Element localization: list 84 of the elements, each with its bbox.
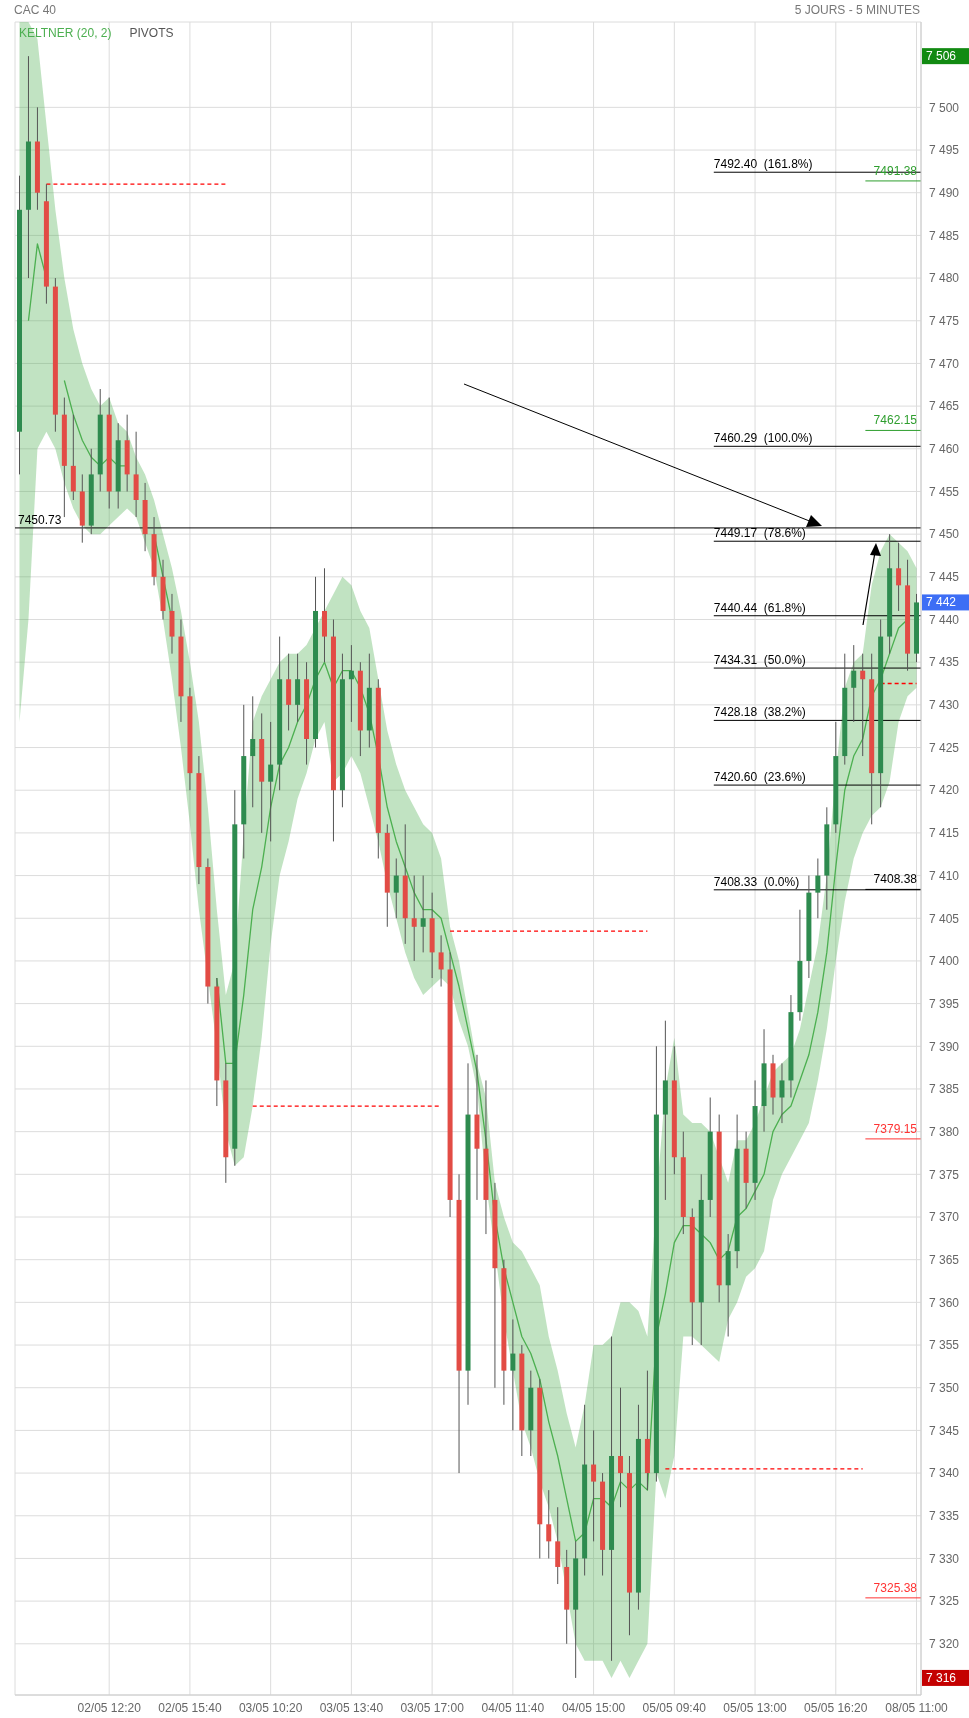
y-tick-label: 7 460 [929, 442, 960, 457]
y-tick-label: 7 390 [929, 1039, 960, 1054]
y-tick-label: 7 375 [929, 1167, 960, 1182]
x-tick-label: 04/05 11:40 [481, 1700, 545, 1715]
y-tick-label: 7 380 [929, 1124, 960, 1139]
y-tick-label: 7 485 [929, 228, 960, 243]
y-tick-label: 7 335 [929, 1509, 960, 1524]
ref-line-label: 7460.29 (100.0%) [713, 431, 813, 446]
y-tick-label: 7 340 [929, 1466, 960, 1481]
y-tick-label: 7 415 [929, 826, 960, 841]
y-tick-label: 7 495 [929, 143, 960, 158]
y-tick-label: 7 410 [929, 868, 960, 883]
chart-subtitle: 5 JOURS - 5 MINUTES [794, 3, 920, 17]
y-tick-label: 7 405 [929, 911, 960, 926]
y-tick-label: 7 365 [929, 1252, 960, 1267]
ref-line-label: 7462.15 [873, 413, 918, 428]
y-tick-label: 7 455 [929, 484, 960, 499]
ref-line-label: 7428.18 (38.2%) [713, 705, 806, 720]
ref-line-label: 7420.60 (23.6%) [713, 770, 806, 785]
price-tag: 7 506 [922, 48, 969, 65]
candlestick [250, 695, 256, 808]
y-tick-label: 7 350 [929, 1380, 960, 1395]
y-tick-label: 7 475 [929, 314, 960, 329]
y-tick-label: 7 440 [929, 612, 960, 627]
y-tick-label: 7 345 [929, 1423, 960, 1438]
candlestick [896, 542, 902, 612]
y-tick-label: 7 450 [929, 527, 960, 542]
x-tick-label: 02/05 12:20 [77, 1700, 142, 1715]
candlestick [779, 1062, 785, 1124]
y-tick-label: 7 435 [929, 655, 960, 670]
ref-line-label: 7450.73 [18, 512, 62, 527]
candlestick [591, 1429, 597, 1542]
x-tick-label: 03/05 10:20 [238, 1700, 303, 1715]
chart-title: CAC 40 [14, 3, 57, 17]
x-tick-label: 08/05 11:00 [885, 1700, 949, 1715]
price-tag: 7 316 [922, 1669, 969, 1686]
y-tick-label: 7 470 [929, 356, 960, 371]
y-tick-label: 7 395 [929, 996, 960, 1011]
y-tick-label: 7 385 [929, 1082, 960, 1097]
text: KELTNER (20, 2) [19, 26, 112, 40]
x-tick-label: 05/05 13:00 [723, 1700, 788, 1715]
candlestick [510, 1318, 516, 1431]
ref-line-label: 7434.31 (50.0%) [713, 653, 806, 668]
candlestick [348, 644, 354, 723]
price-tag: 7 442 [922, 594, 969, 611]
candlestick [815, 858, 821, 919]
y-tick-label: 7 330 [929, 1551, 960, 1566]
ref-line-label: 7408.38 [873, 872, 918, 887]
x-tick-label: 05/05 09:40 [642, 1700, 707, 1715]
y-tick-label: 7 465 [929, 399, 960, 414]
y-tick-label: 7 445 [929, 570, 960, 585]
ref-line-label: 7379.15 [873, 1121, 918, 1136]
ref-line-label: 7408.33 (0.0%) [713, 874, 800, 889]
y-tick-label: 7 325 [929, 1594, 960, 1609]
candlestick [618, 1387, 624, 1508]
x-tick-label: 02/05 15:40 [158, 1700, 222, 1715]
y-tick-label: 7 500 [929, 100, 960, 115]
y-tick-label: 7 400 [929, 954, 960, 969]
y-tick-label: 7 320 [929, 1637, 960, 1652]
y-tick-label: 7 490 [929, 185, 960, 200]
x-tick-label: 03/05 13:40 [319, 1700, 384, 1715]
candlestick [411, 875, 417, 962]
x-tick-label: 05/05 16:20 [804, 1700, 868, 1715]
ref-line-label: 7440.44 (61.8%) [713, 600, 806, 615]
candlestick [268, 721, 274, 842]
candlestick [438, 934, 444, 988]
candlestick [546, 1489, 552, 1559]
y-tick-label: 7 480 [929, 271, 960, 286]
y-tick-label: 7 355 [929, 1338, 960, 1353]
candlestick [393, 858, 399, 919]
ref-line-label: 7492.40 (161.8%) [713, 157, 813, 172]
ref-line-label: 7325.38 [873, 1580, 918, 1595]
y-tick-label: 7 430 [929, 698, 960, 713]
y-tick-label: 7 360 [929, 1295, 960, 1310]
x-tick-label: 04/05 15:00 [561, 1700, 626, 1715]
y-tick-label: 7 420 [929, 783, 960, 798]
y-tick-label: 7 425 [929, 740, 960, 755]
x-tick-label: 03/05 17:00 [400, 1700, 465, 1715]
ref-line-label: 7449.17 (78.6%) [713, 526, 806, 541]
y-tick-label: 7 370 [929, 1210, 960, 1225]
candlestick [860, 653, 866, 757]
candlestick [420, 875, 426, 953]
candlestick [851, 644, 857, 723]
annotation: PIVOTS [129, 26, 174, 40]
